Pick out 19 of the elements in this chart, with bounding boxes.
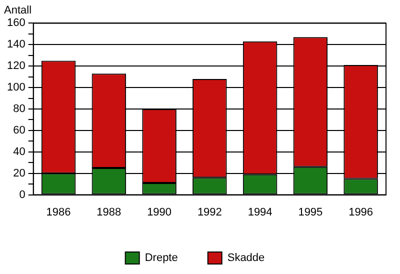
legend-label: Skadde xyxy=(227,252,265,264)
x-tick-label: 1986 xyxy=(46,206,71,218)
x-tick-label: 1994 xyxy=(248,206,272,218)
y-tick-label: 0 xyxy=(19,188,26,201)
x-tick-label: 1995 xyxy=(298,206,323,218)
y-tick-label: 80 xyxy=(13,103,26,116)
y-tick-label: 160 xyxy=(6,17,26,30)
y-tick-label: 100 xyxy=(6,82,26,94)
y-tick-label: 40 xyxy=(13,146,26,158)
y-axis-title: Antall xyxy=(4,4,32,17)
x-tick-label: 1990 xyxy=(147,206,172,218)
y-tick-label: 140 xyxy=(6,38,26,51)
y-tick-label: 120 xyxy=(6,60,26,72)
y-tick-label: 20 xyxy=(13,167,26,180)
x-tick-label: 1992 xyxy=(197,206,222,218)
y-tick-label: 60 xyxy=(13,124,26,136)
x-tick-label: 1996 xyxy=(348,206,374,218)
x-tick-label: 1988 xyxy=(96,206,122,218)
legend-label: Drepte xyxy=(144,252,178,264)
